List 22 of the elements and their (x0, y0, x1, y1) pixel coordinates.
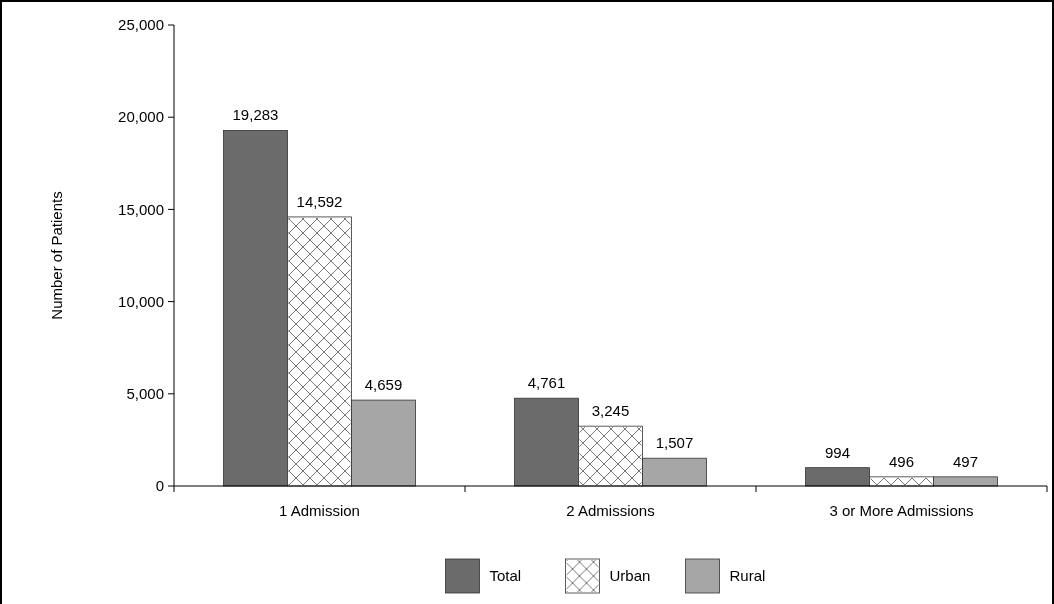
data-label: 19,283 (232, 106, 279, 124)
x-tick-label: 1 Admission (279, 502, 360, 519)
y-tick-label: 15,000 (118, 200, 164, 218)
data-label: 14,592 (296, 192, 343, 210)
y-axis-title: Number of Patients (48, 191, 65, 320)
y-tick-label: 10,000 (118, 292, 164, 310)
y-tick-label: 0 (155, 477, 164, 495)
data-label: 1,507 (655, 434, 694, 452)
x-tick-label: 2 Admissions (566, 502, 655, 519)
data-label: 994 (824, 443, 850, 461)
data-label: 4,761 (527, 374, 566, 392)
y-tick-label: 5,000 (126, 385, 164, 403)
y-tick-label: 20,000 (118, 108, 164, 126)
legend-label: Total (489, 567, 522, 585)
legend-label: Urban (609, 567, 651, 585)
data-label: 3,245 (591, 402, 630, 420)
x-tick-label: 3 or More Admissions (829, 502, 974, 519)
y-tick-label: 25,000 (118, 16, 164, 34)
data-label: 496 (888, 452, 915, 470)
data-label: 497 (953, 452, 979, 470)
legend-label: Rural (729, 567, 766, 585)
data-label: 4,659 (364, 376, 403, 394)
